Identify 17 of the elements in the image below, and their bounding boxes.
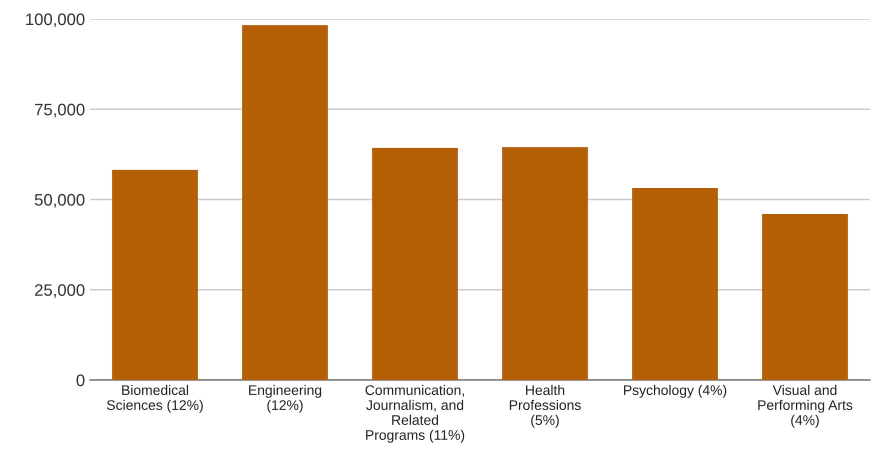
bar [502,147,588,380]
bar [632,188,718,380]
bar [112,170,198,380]
y-tick-label: 75,000 [35,104,84,118]
x-tick-label: Health Professions (5%) [510,384,581,428]
x-tick-label: Communication, Journalism, and Related Programs (11%) [366,384,464,443]
x-tick-label: Biomedical Sciences (12%) [107,384,203,413]
x-tick-label: Engineering (12%) [249,384,322,413]
y-tick-label: 50,000 [34,194,84,208]
x-tick-label: Psychology (4%) [624,384,726,398]
bar [762,214,848,380]
x-tick-label: Visual and Performing Arts (4%) [758,384,852,428]
bar [242,25,328,380]
bar [372,148,458,380]
y-tick-label: 0 [76,374,84,386]
y-tick-label: 25,000 [35,284,84,298]
y-tick-label: 100,000 [26,13,84,28]
